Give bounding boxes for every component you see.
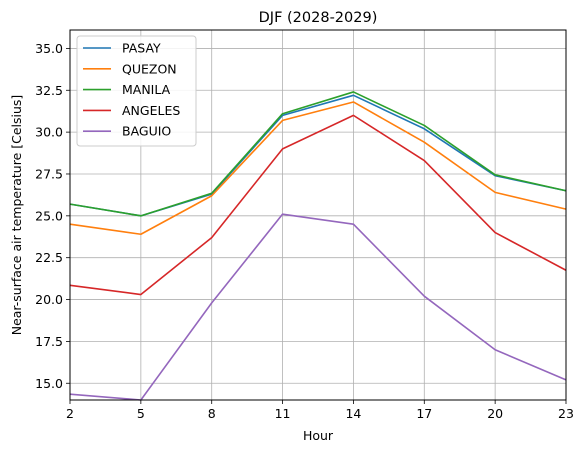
plot-frame bbox=[69, 29, 567, 401]
series-line-angeles bbox=[69, 114, 567, 296]
legend-label: ANGELES bbox=[122, 103, 180, 118]
x-tick-label: 11 bbox=[275, 406, 291, 421]
y-tick-label: 25.0 bbox=[35, 208, 63, 223]
x-axis-ticks: 2 5 8 11 14 17 20 23 bbox=[66, 400, 574, 421]
grid bbox=[69, 30, 567, 400]
x-axis-label: Hour bbox=[303, 428, 334, 443]
x-tick-label: 8 bbox=[208, 406, 216, 421]
legend-label: PASAY bbox=[122, 41, 161, 56]
series-line-quezon bbox=[69, 101, 567, 236]
legend-label: BAGUIO bbox=[122, 124, 171, 139]
series-line-manila bbox=[69, 91, 567, 217]
y-tick-label: 35.0 bbox=[35, 41, 63, 56]
y-tick-label: 27.5 bbox=[35, 166, 63, 181]
chart-title: DJF (2028-2029) bbox=[259, 10, 378, 26]
legend-box bbox=[76, 35, 197, 147]
y-axis-label: Near-surface air temperature [Celsius] bbox=[9, 95, 24, 336]
series-line-baguio bbox=[69, 213, 567, 401]
y-tick-label: 17.5 bbox=[35, 334, 63, 349]
y-tick-label: 30.0 bbox=[35, 125, 63, 140]
legend-label: QUEZON bbox=[122, 61, 177, 76]
x-tick-label: 23 bbox=[558, 406, 574, 421]
x-tick-label: 5 bbox=[137, 406, 145, 421]
y-axis-ticks: 15.0 17.5 20.0 22.5 25.0 27.5 30.0 32.5 35.0 bbox=[35, 41, 70, 391]
y-tick-label: 15.0 bbox=[35, 376, 63, 391]
x-tick-label: 2 bbox=[66, 406, 74, 421]
legend-label: MANILA bbox=[122, 82, 171, 97]
x-tick-label: 14 bbox=[345, 406, 361, 421]
series-lines bbox=[69, 91, 567, 401]
legend: PASAY QUEZON MANILA ANGELES BAGUIO bbox=[76, 35, 197, 147]
y-tick-label: 32.5 bbox=[35, 83, 63, 98]
x-tick-label: 17 bbox=[416, 406, 432, 421]
y-tick-label: 20.0 bbox=[35, 292, 63, 307]
y-tick-label: 22.5 bbox=[35, 250, 63, 265]
x-tick-label: 20 bbox=[487, 406, 503, 421]
